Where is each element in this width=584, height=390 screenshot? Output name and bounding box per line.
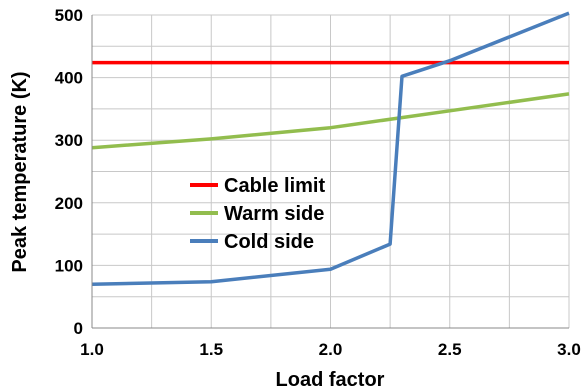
y-tick-label: 500 bbox=[55, 6, 83, 25]
legend-label-cold-side: Cold side bbox=[224, 231, 314, 253]
legend: Cable limit Warm side Cold side bbox=[190, 175, 325, 253]
tick-labels: 0 100 200 300 400 500 1.0 1.5 2.0 2.5 3.0 bbox=[55, 6, 581, 359]
y-tick-label: 300 bbox=[55, 131, 83, 150]
series-line-cold-side bbox=[91, 11, 570, 286]
y-tick-label: 100 bbox=[55, 256, 83, 275]
y-tick-label: 400 bbox=[55, 69, 83, 88]
axes bbox=[91, 15, 569, 329]
y-axis-title: Peak temperature (K) bbox=[9, 71, 31, 272]
x-axis-title: Load factor bbox=[276, 369, 385, 390]
y-tick-label: 200 bbox=[55, 194, 83, 213]
series-lines bbox=[91, 11, 570, 286]
series-line-warm-side bbox=[91, 92, 570, 150]
x-tick-label: 1.0 bbox=[80, 340, 104, 359]
x-tick-label: 2.5 bbox=[438, 340, 462, 359]
x-tick-label: 2.0 bbox=[319, 340, 343, 359]
x-tick-label: 3.0 bbox=[557, 340, 581, 359]
legend-label-cable-limit: Cable limit bbox=[224, 175, 325, 197]
legend-label-warm-side: Warm side bbox=[224, 203, 324, 225]
y-tick-label: 0 bbox=[74, 319, 83, 338]
x-tick-label: 1.5 bbox=[199, 340, 223, 359]
